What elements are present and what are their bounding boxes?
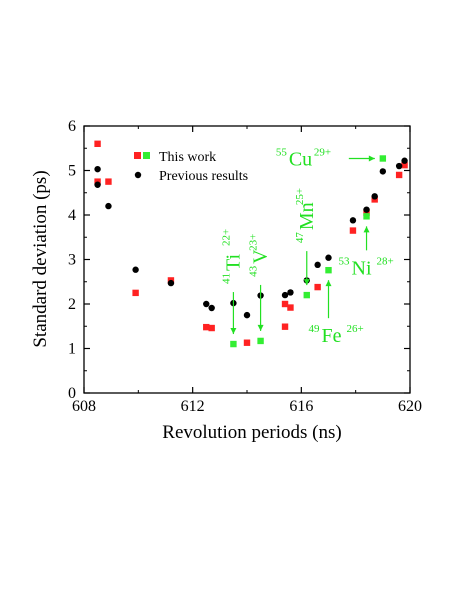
ion-charge: 25+ (294, 188, 306, 205)
ion-element: Fe (322, 325, 342, 347)
ion-mass-number: 53 (339, 255, 351, 267)
data-point-circle (203, 300, 210, 308)
legend-label: Previous results (159, 169, 248, 184)
data-point-square (203, 323, 210, 331)
ion-mass-number: 43 (248, 265, 260, 277)
data-point-circle (349, 217, 357, 224)
ion-mass-number: 41 (220, 273, 232, 284)
legend-marker-square (134, 152, 141, 159)
data-point-square (363, 213, 370, 220)
data-points (94, 140, 408, 348)
data-point-circle (371, 193, 378, 200)
ion-label: 49 Fe 26+ (309, 323, 364, 347)
ion-charge: 29+ (314, 146, 331, 158)
ion-charge: 23+ (248, 234, 260, 251)
data-point-circle (167, 279, 175, 287)
x-tick-label: 620 (398, 398, 422, 415)
legend-marker-square (143, 152, 150, 159)
data-point-circle (281, 291, 289, 299)
x-tick-label: 608 (72, 398, 96, 415)
ion-element: Ti (222, 254, 244, 272)
ion-mass-number: 47 (294, 232, 306, 244)
data-point-square (401, 161, 408, 169)
data-point-circle (243, 311, 251, 319)
annotation-arrowhead (257, 324, 264, 331)
y-tick-label: 5 (68, 163, 76, 180)
annotation-arrowhead (325, 280, 332, 287)
data-point-square (349, 227, 357, 234)
data-point-circle (395, 162, 403, 170)
x-tick-label: 612 (181, 398, 205, 415)
ion-element: Ni (352, 257, 372, 279)
y-tick-label: 3 (68, 252, 76, 269)
data-point-circle (379, 168, 387, 175)
ion-element: Mn (296, 202, 318, 230)
data-point-square (379, 155, 387, 162)
data-point-circle (94, 181, 101, 188)
annotation-arrowhead (363, 226, 370, 233)
data-point-square (281, 323, 289, 330)
data-point-circle (363, 206, 370, 213)
annotation-arrowhead (230, 328, 237, 335)
data-point-circle (401, 157, 408, 164)
data-point-square (230, 340, 237, 348)
data-point-square (325, 266, 332, 274)
ion-label: 55 Cu 29+ (276, 146, 331, 170)
data-point-square (303, 291, 310, 299)
data-point-square (94, 140, 101, 147)
y-axis-title: Standard deviation (ps) (30, 170, 51, 347)
data-point-circle (132, 266, 139, 273)
data-point-square (243, 339, 251, 346)
data-point-square (257, 337, 264, 345)
data-point-square (208, 324, 215, 332)
data-point-square (105, 178, 112, 185)
data-point-square (287, 304, 294, 311)
y-tick-label: 4 (68, 207, 76, 224)
ion-mass-number: 49 (309, 323, 321, 335)
data-point-circle (325, 254, 332, 261)
y-tick-label: 2 (68, 296, 76, 313)
ion-element: V (250, 249, 272, 264)
y-tick-label: 6 (68, 118, 76, 135)
ion-charge: 22+ (220, 229, 232, 246)
annotation-arrowhead (368, 155, 375, 162)
data-point-circle (287, 289, 294, 296)
ion-mass-number: 55 (276, 146, 288, 158)
ion-charge: 26+ (347, 323, 364, 335)
x-tick-label: 616 (289, 398, 313, 415)
legend-label: This work (159, 150, 216, 165)
data-point-square (395, 171, 403, 179)
data-point-square (314, 283, 321, 291)
data-point-square (281, 300, 289, 308)
data-point-square (132, 289, 139, 297)
data-point-circle (208, 304, 215, 312)
data-point-circle (314, 261, 321, 269)
y-tick-label: 0 (68, 385, 76, 402)
data-point-circle (94, 165, 101, 173)
data-point-circle (105, 202, 112, 210)
legend-marker-circle (134, 171, 142, 179)
tick-marks: 608 612 616 620 0 1 2 3 4 5 6 (68, 118, 422, 415)
x-axis-title: Revolution periods (ns) (162, 422, 341, 443)
annotation-arrowhead (303, 279, 310, 286)
y-tick-label: 1 (68, 341, 76, 358)
ion-element: Cu (289, 148, 312, 170)
legend: This work Previous results (134, 150, 248, 184)
ion-label: 53 Ni 28+ (339, 255, 394, 279)
ion-charge: 28+ (377, 255, 394, 267)
